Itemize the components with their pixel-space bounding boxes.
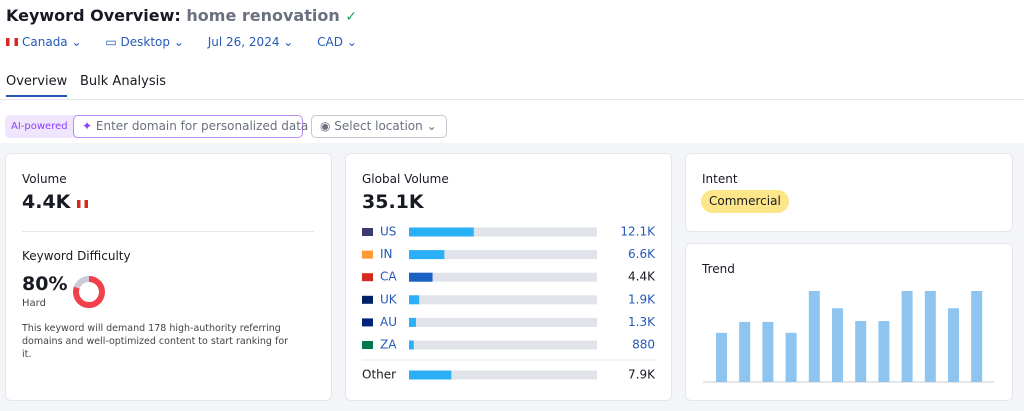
bar <box>409 370 452 380</box>
value-label: 12.1K <box>620 225 656 239</box>
filter[interactable]: CAD ⌄ <box>317 35 357 49</box>
trend-bar <box>948 308 959 382</box>
bar-track <box>409 340 597 350</box>
trend-bar <box>716 332 727 382</box>
flag <box>362 273 373 282</box>
trend-chart <box>703 291 994 383</box>
donut-value <box>73 276 105 308</box>
trend-bar <box>808 291 820 382</box>
value-label: 6.6K <box>628 247 656 261</box>
country-bars: US 12.1K IN 6.6K CA 4.4K UK 1.9K AU 1.3K ZA 880 Othe… <box>362 225 656 382</box>
country-label: IN <box>380 247 393 261</box>
tab[interactable]: Overview <box>6 74 68 97</box>
filters: Canada ⌄ ▭ Desktop ⌄ Jul 26, 2024 ⌄ CAD … <box>6 35 357 49</box>
bar <box>409 295 420 305</box>
country-label: ZA <box>380 338 397 352</box>
value-label: 880 <box>632 338 655 352</box>
country-label: AU <box>380 315 397 329</box>
location-select[interactable]: ◉ Select location ⌄ <box>311 115 447 138</box>
title: Keyword Overview: home renovation ✓ <box>6 6 357 25</box>
value-label: 4.4K <box>628 270 656 284</box>
bar <box>409 317 416 327</box>
difficulty-donut <box>73 276 105 308</box>
volume-text: 4.4K <box>22 191 71 213</box>
bar <box>409 250 445 260</box>
filter[interactable]: ▭ Desktop ⌄ <box>105 35 184 49</box>
trend-bar <box>878 321 890 382</box>
value-label: 7.9K <box>628 368 656 382</box>
filter-text: Jul 26, 2024 <box>207 35 280 49</box>
bar <box>409 340 414 350</box>
country-label: CA <box>380 270 397 284</box>
trend-bar <box>785 332 797 382</box>
difficulty-label: Keyword Difficulty <box>22 249 131 263</box>
flag <box>362 250 373 259</box>
intent-label: Intent <box>702 172 738 186</box>
volume-label: Volume <box>22 172 67 186</box>
keyword: home renovation <box>186 6 340 25</box>
filter-text: Canada <box>22 35 68 49</box>
trend-bar <box>739 321 751 382</box>
bar-track <box>409 317 597 327</box>
difficulty-value: 80% <box>22 273 68 295</box>
trend-label: Trend <box>702 262 735 276</box>
trend-bar <box>832 308 843 382</box>
flag <box>362 318 373 327</box>
country-label: UK <box>380 292 398 306</box>
volume-card <box>5 153 332 401</box>
placeholder: Enter domain for personalized data <box>95 119 309 133</box>
value-label: 1.9K <box>628 292 656 306</box>
country-label: US <box>380 225 396 239</box>
filter[interactable]: Jul 26, 2024 ⌄ <box>207 35 294 49</box>
location-text: Select location <box>334 119 423 133</box>
flag <box>77 200 89 208</box>
filter[interactable]: Canada ⌄ <box>6 35 82 49</box>
difficulty-level: Hard <box>22 298 46 309</box>
bar-track <box>409 250 597 260</box>
bar <box>409 272 433 282</box>
intent-badge: Commercial <box>701 190 789 213</box>
bar <box>409 227 474 237</box>
trend-bar <box>762 321 774 382</box>
flag <box>362 341 373 349</box>
domain-input[interactable]: ✦ Enter domain for personalized data <box>73 115 308 138</box>
sparkle-icon: ✦ <box>82 119 93 133</box>
divider <box>22 231 314 232</box>
bar-track <box>409 370 597 380</box>
title-text: Keyword Overview: <box>6 6 181 25</box>
global-volume-total: 35.1K <box>362 191 424 213</box>
flag <box>362 228 373 236</box>
trend-bar <box>924 291 936 382</box>
filter-text: CAD <box>317 35 343 49</box>
volume-value: 4.4K <box>22 191 89 213</box>
country-label: Other <box>362 368 396 382</box>
bar-track <box>409 272 597 282</box>
trend-bar <box>971 291 983 382</box>
difficulty-description: This keyword will demand 178 high-author… <box>22 323 289 360</box>
global-volume-label: Global Volume <box>362 172 449 186</box>
bar-track <box>409 227 597 237</box>
trend-bar <box>855 321 867 382</box>
flag <box>6 38 18 46</box>
value-label: 1.3K <box>628 315 656 329</box>
flag <box>362 295 373 304</box>
trend-bar <box>901 291 913 382</box>
ai-badge: AI-powered <box>5 115 81 138</box>
tab[interactable]: Bulk Analysis <box>80 74 166 89</box>
bar-track <box>409 295 597 305</box>
divider <box>0 99 1024 100</box>
verified-icon: ✓ <box>345 9 358 25</box>
filter-text: Desktop <box>120 35 171 49</box>
